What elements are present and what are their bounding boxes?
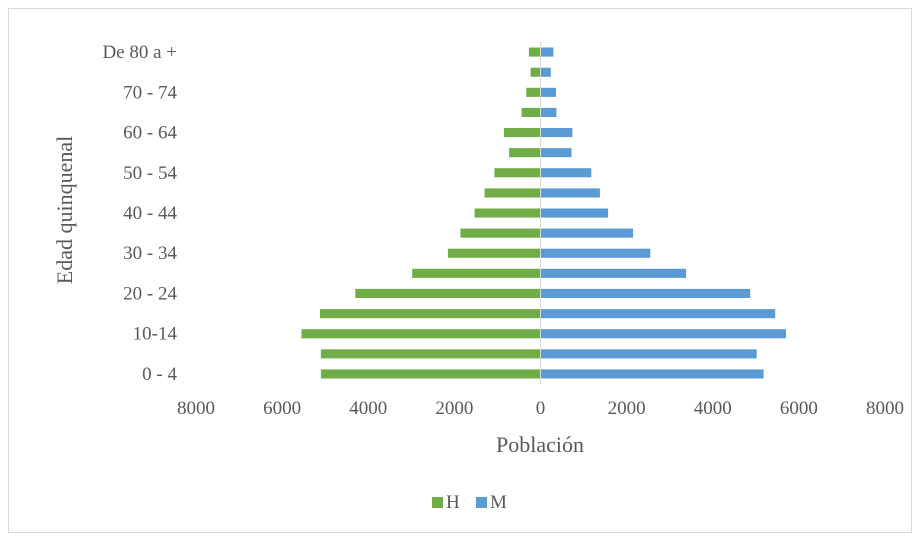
y-tick-label: 0 - 4 [142,364,177,385]
bar-m-2 [540,329,786,339]
bar-m-5 [540,268,687,278]
bar-h-2 [301,329,541,339]
legend-label-m: M [490,492,507,513]
legend-swatch-m [476,497,487,508]
x-tick-label: 4000 [694,398,732,419]
x-tick-label: 2000 [608,398,646,419]
x-tick-label: 2000 [435,398,473,419]
bar-m-8 [540,208,609,218]
y-tick-label: 50 - 54 [123,163,177,184]
y-tick-label: 60 - 64 [123,123,177,144]
bar-m-13 [540,107,557,117]
bar-h-12 [503,128,541,138]
bar-m-0 [540,369,764,379]
bar-h-1 [320,349,541,359]
bar-m-4 [540,288,751,298]
bar-m-12 [540,128,573,138]
y-tick-label: 20 - 24 [123,284,177,305]
y-tick-labels: 0 - 4 10-14 20 - 24 30 - 34 40 - 44 50 - 54 60… [102,42,177,385]
x-tick-label: 8000 [866,398,904,419]
x-tick-labels: 8000 6000 4000 2000 0 2000 4000 6000 8000 [177,398,904,419]
bar-h-13 [521,107,541,117]
y-axis-title: Edad quinquenal [52,136,77,284]
x-tick-label: 6000 [780,398,818,419]
bar-m-6 [540,248,651,258]
y-tick-label: 30 - 34 [123,243,177,264]
bar-m-15 [540,67,551,77]
bars-group [301,47,786,379]
bar-m-10 [540,168,592,178]
x-tick-label: 0 [536,398,546,419]
bar-h-3 [320,309,541,319]
x-tick-label: 6000 [263,398,301,419]
bar-h-14 [526,87,541,97]
bar-h-7 [460,228,541,238]
bar-h-11 [509,148,541,158]
bar-h-15 [530,67,541,77]
legend-swatch-h [432,497,443,508]
y-tick-label: 70 - 74 [123,82,177,103]
bar-h-4 [355,288,541,298]
y-tick-label: 40 - 44 [123,203,177,224]
bar-m-16 [540,47,554,57]
bar-h-16 [528,47,541,57]
bar-h-10 [494,168,541,178]
bar-m-9 [540,188,600,198]
y-tick-label: 10-14 [133,324,178,345]
bar-m-11 [540,148,572,158]
bar-h-5 [412,268,541,278]
bar-m-14 [540,87,556,97]
bar-m-1 [540,349,757,359]
x-tick-label: 4000 [349,398,387,419]
x-axis-title: Población [496,432,584,457]
bar-h-8 [474,208,541,218]
bar-m-7 [540,228,634,238]
bar-h-0 [320,369,541,379]
y-tick-label: De 80 a + [102,42,177,63]
bar-h-9 [484,188,541,198]
bar-h-6 [447,248,541,258]
bar-m-3 [540,309,776,319]
x-tick-label: 8000 [177,398,215,419]
legend-label-h: H [446,492,460,513]
